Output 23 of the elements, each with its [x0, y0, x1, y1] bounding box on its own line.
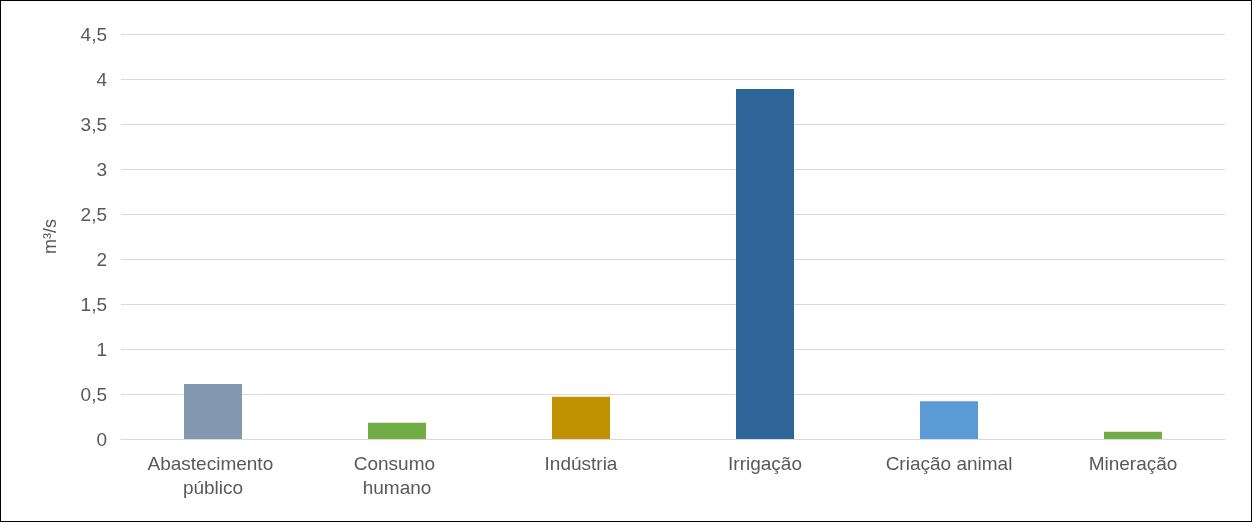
y-tick-label: 1,5: [80, 293, 107, 315]
bar: [184, 384, 242, 439]
y-tick-label: 4,5: [80, 23, 107, 45]
bar: [920, 401, 978, 439]
bar: [736, 88, 794, 439]
bar: [552, 396, 610, 439]
bar: [1104, 431, 1162, 439]
y-tick-label: 2,5: [80, 203, 107, 225]
x-tick-label: Indústria: [544, 452, 618, 474]
x-tick-label: Irrigação: [728, 452, 802, 474]
x-tick-label: Mineração: [1088, 452, 1178, 474]
bar: [368, 422, 426, 439]
y-axis-title: m³/s: [40, 219, 60, 254]
x-tick-label: Criação animal: [885, 452, 1013, 474]
y-tick-label: 2: [96, 248, 107, 270]
x-tick-label: Abastecimento público: [147, 452, 279, 498]
y-tick-label: 0,5: [80, 383, 107, 405]
y-tick-label: 3: [96, 158, 107, 180]
y-tick-label: 4: [96, 68, 108, 90]
y-tick-label: 3,5: [80, 113, 107, 135]
x-tick-label: Consumo humano: [353, 452, 441, 498]
y-tick-label: 1: [96, 338, 107, 360]
y-tick-label: 0: [96, 428, 107, 450]
